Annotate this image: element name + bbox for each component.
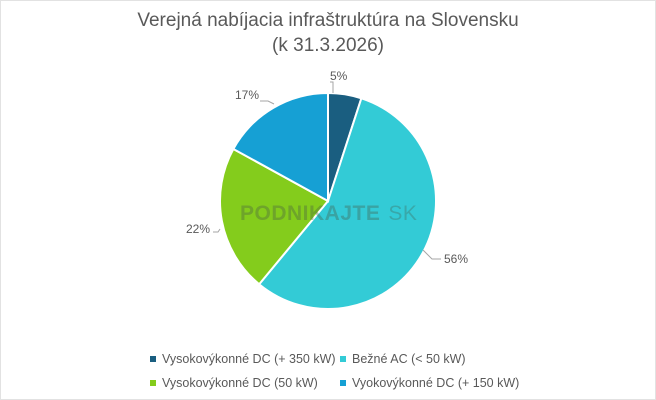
legend-marker-icon (340, 356, 346, 362)
legend-item-dc-350: Vysokovýkonné DC (+ 350 kW) (150, 352, 340, 366)
watermark-suffix: SK (388, 202, 418, 225)
data-label-5: 5% (330, 69, 348, 83)
legend-row: Vysokovýkonné DC (50 kW) Vyokovýkonné DC… (150, 371, 530, 395)
chart-title-line2: (k 31.3.2026) (272, 35, 384, 56)
legend-marker-icon (150, 356, 156, 362)
leader-line-22 (213, 228, 221, 233)
legend-label: Vyokovýkonné DC (+ 150 kW) (352, 376, 520, 390)
legend: Vysokovýkonné DC (+ 350 kW) Bežné AC (< … (150, 347, 530, 395)
data-label-22: 22% (186, 222, 210, 236)
data-label-17: 17% (235, 88, 259, 102)
chart-title: Verejná nabíjacia infraštruktúra na Slov… (0, 8, 656, 58)
legend-row: Vysokovýkonné DC (+ 350 kW) Bežné AC (< … (150, 347, 530, 371)
data-label-56: 56% (444, 252, 468, 266)
watermark: PODNIKAJTE SK (240, 202, 417, 226)
pie-slice (257, 97, 437, 310)
watermark-main: PODNIKAJTE (240, 202, 381, 225)
pie-slices (219, 91, 437, 310)
legend-label: Bežné AC (< 50 kW) (352, 352, 466, 366)
legend-marker-icon (340, 380, 346, 386)
leader-line-5 (330, 81, 334, 93)
leader-line-56 (422, 249, 441, 260)
legend-item-dc-50: Vysokovýkonné DC (50 kW) (150, 376, 340, 390)
pie-slice (219, 147, 330, 286)
chart-title-line1: Verejná nabíjacia infraštruktúra na Slov… (137, 10, 519, 31)
leader-lines (213, 81, 441, 260)
leader-line-17 (260, 100, 275, 105)
legend-label: Vysokovýkonné DC (50 kW) (162, 376, 318, 390)
legend-item-dc-150: Vyokovýkonné DC (+ 150 kW) (340, 376, 519, 390)
legend-label: Vysokovýkonné DC (+ 350 kW) (162, 352, 336, 366)
pie-slice (232, 91, 329, 203)
legend-item-ac: Bežné AC (< 50 kW) (340, 352, 466, 366)
legend-marker-icon (150, 380, 156, 386)
